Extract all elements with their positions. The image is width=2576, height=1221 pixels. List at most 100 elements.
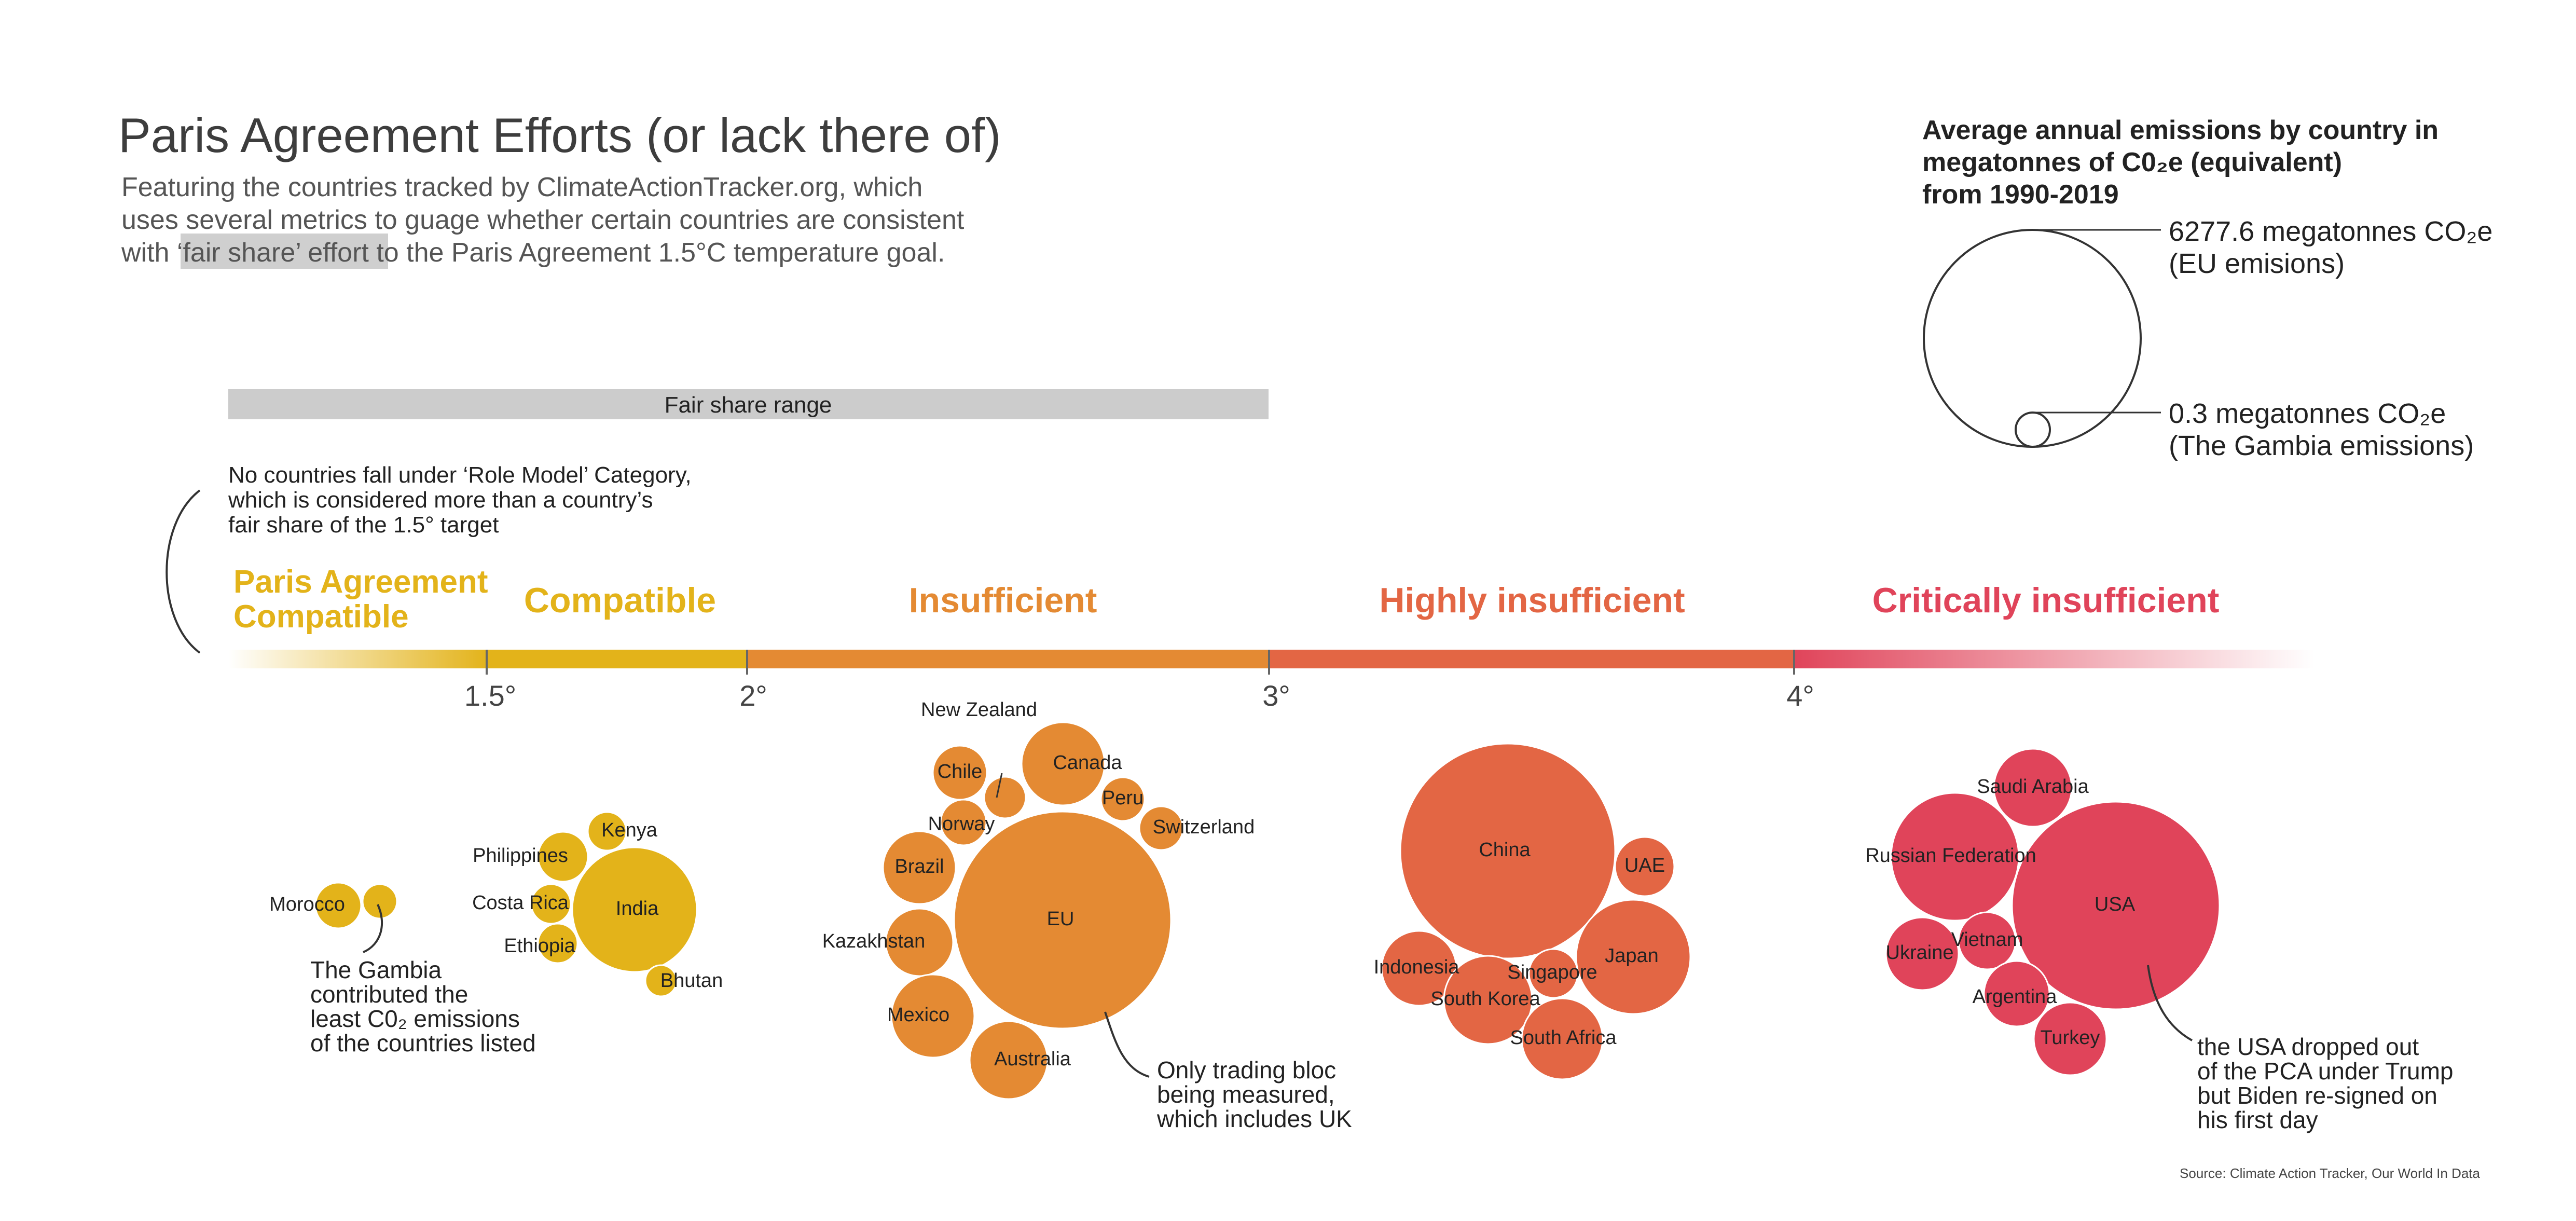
category-paris-compatible-line-1: Paris Agreement: [233, 564, 488, 600]
legend-small-value: 0.3 megatonnes CO₂e: [2169, 398, 2446, 429]
bubble-label-saudi-arabia: Saudi Arabia: [1977, 776, 2089, 798]
bubble-morocco: [314, 882, 362, 929]
legend-title-line-1: Average annual emissions by country in: [1922, 115, 2439, 145]
bubble-australia: [969, 1020, 1049, 1100]
bubble-label-turkey: Turkey: [2041, 1027, 2100, 1049]
bubble-label-vietnam: Vietnam: [1951, 929, 2023, 951]
subtitle-line-3: with ‘fair share’ effort to the Paris Ag…: [121, 238, 945, 268]
legend-small-circle: [2015, 411, 2051, 448]
tick-label-4: 4°: [1786, 679, 1814, 712]
bubble-label-philippines: Philippines: [473, 845, 568, 867]
scale-segment-insufficient: [746, 650, 1269, 668]
bubble-singapore: [1528, 948, 1579, 999]
bubble-mexico: [890, 973, 975, 1059]
bubble-vietnam: [1958, 911, 2017, 970]
fair-share-bar: [228, 389, 1269, 419]
bubble-peru: [1100, 776, 1146, 822]
bubble-label-south-africa: South Africa: [1510, 1027, 1617, 1049]
legend-large-circle: [1923, 229, 2142, 448]
tick-label-3: 3°: [1262, 679, 1290, 712]
bubble-label-south-korea: South Korea: [1430, 988, 1540, 1010]
scale-segment-critically-insufficient: [1793, 650, 2315, 668]
bubble-china: [1399, 743, 1616, 959]
bubble-label-morocco: Morocco: [269, 894, 345, 915]
gambia-note-line-4: of the countries listed: [310, 1030, 536, 1057]
bubble-label-bhutan: Bhutan: [660, 970, 723, 992]
bubble-south-korea: [1443, 955, 1533, 1045]
category-insufficient: Insufficient: [909, 581, 1097, 620]
bubble-label-ethiopia: Ethiopia: [504, 935, 575, 957]
bubble-label-uae: UAE: [1624, 855, 1665, 876]
bubble-label-costa-rica: Costa Rica: [472, 892, 569, 914]
role-model-note-line-1: No countries fall under ‘Role Model’ Cat…: [228, 462, 692, 488]
eu-note-line-3: which includes UK: [1156, 1105, 1352, 1132]
bubble-label-japan: Japan: [1605, 945, 1659, 967]
bubble-russian-federation: [1890, 792, 2020, 922]
bubble-label-peru: Peru: [1102, 787, 1144, 809]
legend-title-line-3: from 1990-2019: [1922, 180, 2119, 210]
bubble-label-russian-federation: Russian Federation: [1865, 845, 2036, 867]
bubble-japan: [1575, 899, 1691, 1015]
bubble-label-china: China: [1479, 839, 1531, 861]
bubble-brazil: [882, 830, 957, 905]
category-critically-insufficient: Critically insufficient: [1872, 581, 2220, 620]
legend-title-line-2: megatonnes of C0₂e (equivalent): [1922, 147, 2342, 177]
gambia-note-line-2: contributed the: [310, 981, 468, 1008]
gambia-note-line-3: least C0₂ emissions: [310, 1005, 520, 1032]
role-model-bracket: [166, 489, 201, 654]
bubble-label-kazakhstan: Kazakhstan: [822, 930, 926, 952]
bubble-label-norway: Norway: [928, 813, 995, 835]
bubble-eu: [953, 811, 1172, 1030]
bubble-canada: [1021, 721, 1106, 806]
eu-leader-line: [1104, 1011, 1150, 1078]
subtitle-line-1: Featuring the countries tracked by Clima…: [121, 172, 922, 202]
bubble-label-australia: Australia: [994, 1048, 1071, 1070]
bubble-label-kenya: Kenya: [601, 819, 658, 841]
fair-share-label: Fair share range: [665, 392, 832, 418]
role-model-note-line-2: which is considered more than a country’…: [228, 487, 653, 513]
bubble-label-chile: Chile: [938, 761, 983, 783]
tick-label-1-5: 1.5°: [464, 679, 516, 712]
category-highly-insufficient: Highly insufficient: [1379, 581, 1685, 620]
usa-note-line-2: of the PCA under Trump: [2197, 1058, 2454, 1085]
category-paris-compatible-line-2: Compatible: [233, 599, 409, 635]
bubble-turkey: [2033, 1002, 2107, 1076]
category-compatible: Compatible: [524, 581, 716, 620]
bubble-label-india: India: [616, 898, 659, 920]
bubble-philippines: [537, 831, 589, 883]
tick-label-2: 2°: [739, 679, 767, 712]
bubble-south-africa: [1521, 997, 1604, 1080]
usa-note-line-3: but Biden re-signed on: [2197, 1082, 2437, 1109]
bubble-label-mexico: Mexico: [887, 1004, 949, 1026]
bubble-label-indonesia: Indonesia: [1374, 956, 1460, 978]
eu-note-line-1: Only trading bloc: [1157, 1057, 1336, 1083]
bubble-india: [571, 846, 698, 973]
bubble-label-new-zealand: New Zealand: [921, 699, 1037, 721]
bubble-switzerland: [1138, 805, 1184, 851]
bubble-bhutan: [644, 964, 678, 997]
legend-large-value: 6277.6 megatonnes CO₂e: [2169, 216, 2492, 247]
role-model-note-line-3: fair share of the 1.5° target: [228, 512, 499, 538]
bubble-costa-rica: [530, 883, 572, 925]
new-zealand-leader-line: [996, 773, 1003, 798]
bubble-ukraine: [1885, 916, 1960, 991]
gambia-note-line-1: The Gambia: [310, 956, 442, 983]
legend-large-caption: (EU emisions): [2169, 248, 2345, 279]
bubble-label-ukraine: Ukraine: [1886, 942, 1954, 964]
bubble-argentina: [1983, 960, 2050, 1027]
fair-share-highlight: [181, 234, 388, 269]
bubble-label-usa: USA: [2095, 894, 2136, 915]
source-note: Source: Climate Action Tracker, Our Worl…: [2180, 1165, 2481, 1181]
bubble-label-singapore: Singapore: [1507, 962, 1597, 983]
bubble-label-argentina: Argentina: [1973, 986, 2058, 1008]
bubble-norway: [940, 799, 987, 846]
bubble-label-eu: EU: [1047, 908, 1075, 930]
usa-leader-line: [2147, 965, 2193, 1041]
subtitle-line-2: uses several metrics to guage whether ce…: [121, 205, 965, 235]
bubble-uae: [1614, 836, 1675, 897]
size-legend: Average annual emissions by country in m…: [1922, 115, 2492, 461]
bubble-label-canada: Canada: [1053, 752, 1122, 774]
bubble-usa: [2011, 801, 2221, 1010]
country-bubbles: Morocco Philippines Kenya Costa Rica India Et…: [269, 699, 2221, 1100]
